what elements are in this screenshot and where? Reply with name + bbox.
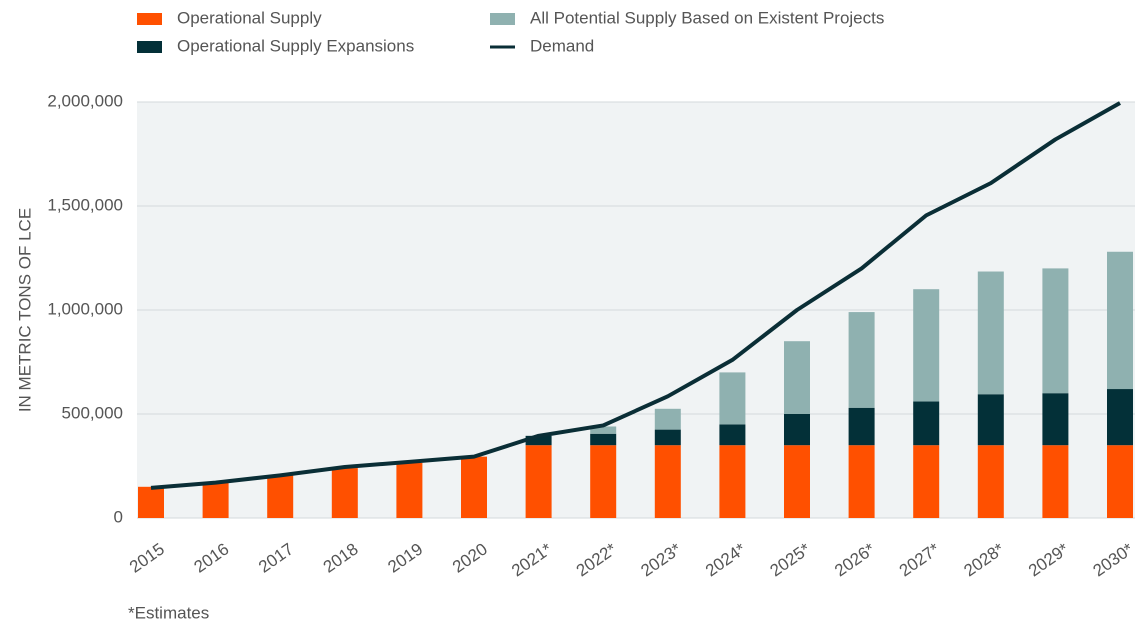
y-tick-label: 2,000,000: [47, 91, 123, 110]
footnote: *Estimates: [128, 603, 209, 622]
bar-segment: [784, 445, 810, 518]
bar-segment: [461, 456, 487, 518]
bar-segment: [784, 414, 810, 446]
bar-segment: [784, 341, 810, 414]
bar-segment: [525, 445, 552, 518]
legend-label: Operational Supply Expansions: [177, 36, 414, 55]
legend-label: All Potential Supply Based on Existent P…: [530, 8, 884, 27]
bar-segment: [913, 289, 940, 402]
y-tick-label: 500,000: [62, 403, 123, 422]
x-tick-label: 2023*: [637, 539, 685, 580]
legend-swatch: [137, 41, 162, 53]
bar-segment: [525, 435, 552, 446]
bar-segment: [913, 445, 940, 518]
legend-swatch: [490, 13, 515, 25]
bar-segment: [719, 424, 746, 446]
bar-segment: [654, 408, 681, 430]
y-axis-title: IN METRIC TONS OF LCE: [15, 208, 34, 412]
bar-segment: [977, 394, 1004, 446]
x-tick-label: 2018: [320, 539, 362, 576]
x-tick-label: 2017: [255, 539, 297, 576]
bar-segment: [848, 407, 875, 446]
bar-segment: [1107, 251, 1133, 390]
bar-segment: [848, 312, 875, 408]
bar-segment: [590, 433, 617, 446]
x-tick-label: 2030*: [1090, 539, 1138, 580]
bar-segment: [138, 486, 164, 518]
legend-label: Operational Supply: [177, 8, 322, 27]
y-tick-label: 0: [114, 507, 123, 526]
bar-segment: [913, 401, 940, 446]
bar-segment: [1042, 268, 1069, 394]
x-tick-label: 2016: [191, 539, 233, 576]
bar-segment: [1042, 393, 1069, 446]
x-tick-label: 2019: [384, 539, 426, 576]
demand-line: [150, 101, 1121, 490]
bar-segment: [848, 445, 875, 518]
bar-segment: [654, 445, 681, 518]
bar-segment: [202, 482, 229, 518]
bar-segment: [654, 429, 681, 446]
bar-segment: [590, 426, 617, 434]
bar-segment: [977, 445, 1004, 518]
x-tick-label: 2028*: [960, 539, 1008, 580]
bar-segment: [331, 468, 358, 518]
y-tick-label: 1,000,000: [47, 299, 123, 318]
x-tick-label: 2020: [449, 539, 491, 576]
bar-segment: [1107, 445, 1133, 518]
bar-segment: [719, 445, 746, 518]
x-tick-label: 2024*: [702, 539, 750, 580]
bar-segment: [396, 462, 423, 518]
legend-label: Demand: [530, 36, 594, 55]
x-tick-label: 2025*: [767, 539, 815, 580]
y-tick-label: 1,500,000: [47, 195, 123, 214]
bar-segment: [1107, 389, 1133, 446]
x-tick-label: 2029*: [1025, 539, 1073, 580]
legend-swatch: [137, 13, 162, 25]
bar-segment: [719, 372, 746, 425]
x-tick-label: 2021*: [508, 539, 556, 580]
x-tick-label: 2027*: [896, 539, 944, 580]
x-tick-label: 2015: [126, 539, 168, 576]
x-tick-label: 2026*: [831, 539, 879, 580]
bar-segment: [1042, 445, 1069, 518]
bar-segment: [590, 445, 617, 518]
bar-segment: [267, 475, 294, 518]
bar-segment: [977, 271, 1004, 395]
x-tick-label: 2022*: [573, 539, 621, 580]
